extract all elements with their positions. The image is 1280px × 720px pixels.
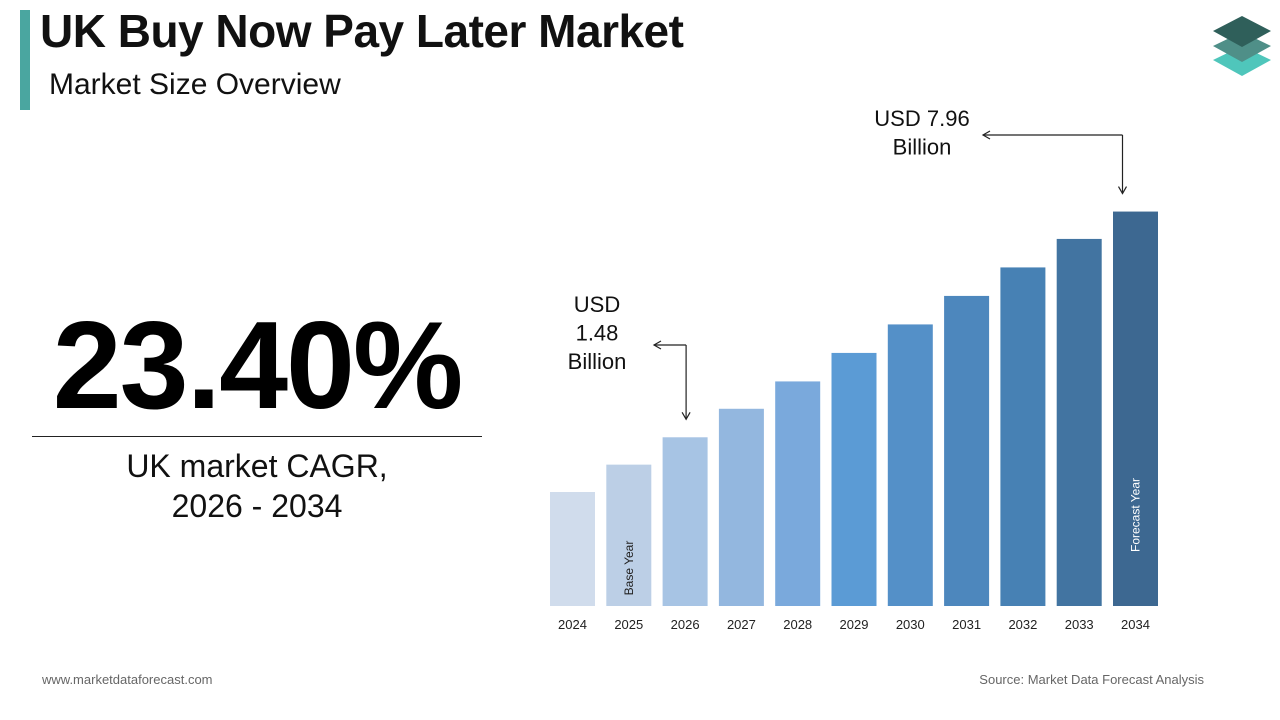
callouts-group: USD 1.48 Billion USD 7.96 Billion	[568, 106, 1128, 421]
bar-2024	[550, 492, 595, 606]
footer-website: www.marketdataforecast.com	[42, 672, 213, 687]
bar-2034	[1113, 211, 1158, 606]
logo-layer-top	[1213, 16, 1271, 47]
cagr-label-line1: UK market CAGR,	[126, 448, 388, 484]
cagr-value: 23.40%	[52, 297, 464, 435]
callout-2034-line-2: Billion	[893, 135, 952, 160]
x-tick-2031: 2031	[952, 617, 981, 632]
x-tick-2033: 2033	[1065, 617, 1094, 632]
callout-2034-line-1: USD 7.96	[874, 106, 969, 131]
x-tick-2034: 2034	[1121, 617, 1150, 632]
cagr-label-line2: 2026 - 2034	[171, 488, 343, 524]
bar-2032	[1000, 267, 1046, 606]
x-tick-2032: 2032	[1008, 617, 1037, 632]
bar-2029	[831, 352, 877, 606]
page-title: UK Buy Now Pay Later Market	[40, 5, 684, 57]
callout-2026-line-3: Billion	[568, 349, 627, 374]
callout-2026-line-1: USD	[574, 292, 620, 317]
stacked-layers-icon	[1213, 16, 1271, 76]
x-tick-2028: 2028	[783, 617, 812, 632]
bar-tag-2034: Forecast Year	[1129, 478, 1143, 552]
bar-2028	[775, 381, 821, 606]
bar-2026	[662, 437, 708, 606]
bar-2027	[718, 408, 764, 606]
callout-2026: USD 1.48 Billion	[568, 292, 627, 374]
x-axis-ticks: 2024 2025 2026 2027 2028 2029 2030 2031 2032 2033…	[558, 617, 1150, 632]
bar-2025	[606, 464, 652, 606]
cagr-divider	[32, 436, 482, 437]
cagr-label: UK market CAGR, 2026 - 2034	[32, 446, 482, 526]
callout-2026-line-2: 1.48	[576, 321, 619, 346]
title-accent-bar	[20, 10, 30, 110]
bars-group	[550, 211, 1158, 607]
bar-2031	[944, 295, 990, 606]
bar-2033	[1056, 238, 1102, 607]
x-tick-2030: 2030	[896, 617, 925, 632]
x-tick-2029: 2029	[840, 617, 869, 632]
x-tick-2025: 2025	[614, 617, 643, 632]
x-tick-2027: 2027	[727, 617, 756, 632]
x-tick-2026: 2026	[671, 617, 700, 632]
bar-tag-2025: Base Year	[622, 541, 636, 596]
x-tick-2024: 2024	[558, 617, 587, 632]
bar-2030	[887, 324, 933, 606]
bar-tags: Base Year Forecast Year	[622, 478, 1143, 595]
page-subtitle: Market Size Overview	[49, 68, 341, 101]
footer-source: Source: Market Data Forecast Analysis	[979, 672, 1204, 687]
callout-2034: USD 7.96 Billion	[874, 106, 969, 160]
